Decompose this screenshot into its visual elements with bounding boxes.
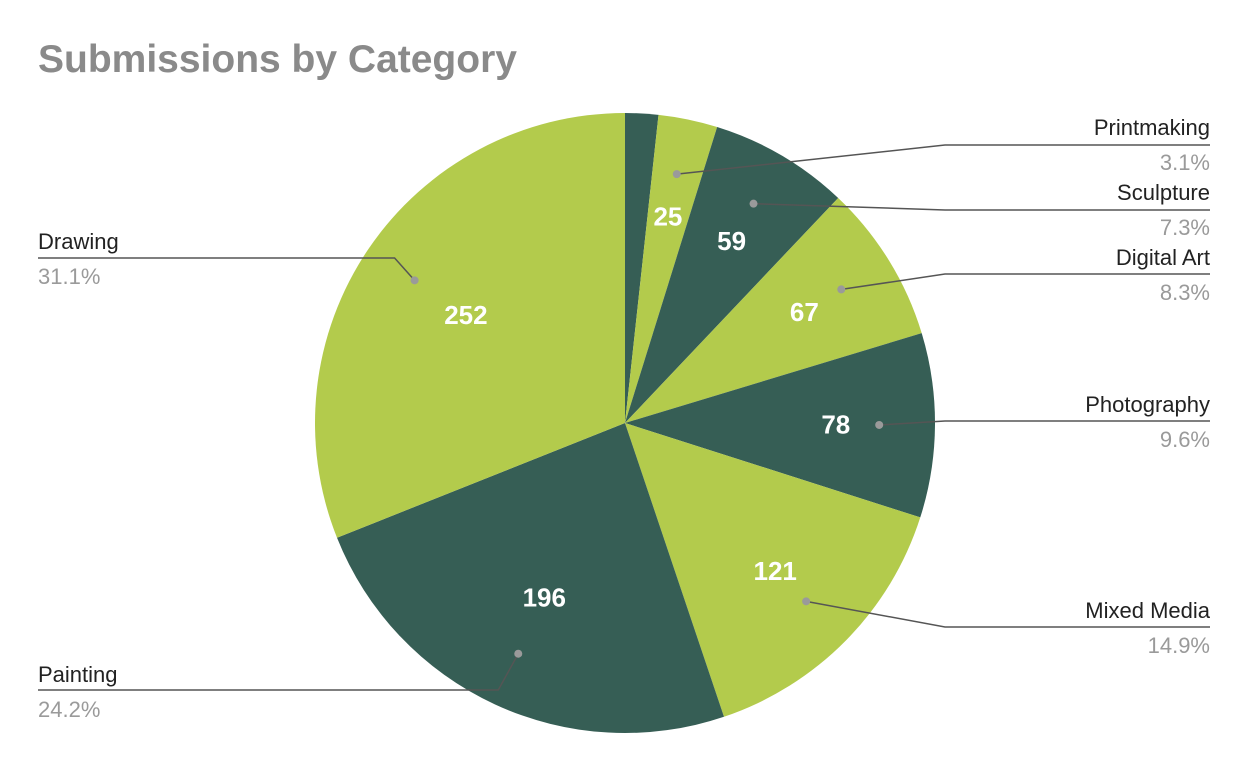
pie-slice-unlabeled: [625, 113, 659, 423]
category-annotations: Printmaking 3.1% Sculpture 7.3% Digital Art 8…: [38, 115, 1211, 722]
slice-value-label-printmaking: 25: [653, 202, 682, 232]
leader-dot-printmaking: [672, 170, 681, 179]
slice-value-label-painting: 196: [523, 582, 566, 612]
pie-slices: [314, 112, 935, 733]
leader-line-painting: [38, 653, 519, 691]
slice-value-labels: 25 59 67 78 121 196 252: [444, 202, 850, 613]
category-percent-digital-art: 8.3%: [1160, 280, 1210, 305]
pie-slice-photography: [625, 333, 935, 518]
slice-value-label-mixed-media: 121: [754, 556, 797, 586]
leader-line-photography: [879, 420, 1210, 426]
category-percent-sculpture: 7.3%: [1160, 215, 1210, 240]
chart-title: Submissions by Category: [38, 38, 517, 81]
leader-line-mixed-media: [805, 600, 1210, 628]
category-name-sculpture: Sculpture: [1117, 180, 1210, 205]
leader-dot-painting: [514, 649, 523, 658]
category-percent-photography: 9.6%: [1160, 427, 1210, 452]
slice-value-label-drawing: 252: [444, 300, 487, 330]
leader-line-printmaking: [676, 144, 1210, 175]
category-name-digital-art: Digital Art: [1116, 245, 1210, 270]
leader-dot-digital-art: [837, 285, 846, 294]
slice-value-label-photography: 78: [821, 410, 850, 440]
leader-line-drawing: [38, 257, 416, 281]
category-name-painting: Painting: [38, 662, 118, 687]
pie-slice-mixed-media: [625, 423, 921, 717]
pie-slice-drawing: [314, 112, 625, 538]
category-name-printmaking: Printmaking: [1094, 115, 1210, 140]
leader-dot-photography: [875, 420, 884, 429]
slice-value-label-sculpture: 59: [717, 226, 746, 256]
leader-dot-mixed-media: [802, 597, 811, 606]
pie-slice-printmaking: [625, 114, 718, 423]
category-percent-mixed-media: 14.9%: [1148, 633, 1210, 658]
leader-dot-drawing: [410, 276, 419, 285]
slice-value-label-digital-art: 67: [790, 297, 819, 327]
category-percent-drawing: 31.1%: [38, 264, 100, 289]
category-name-photography: Photography: [1085, 392, 1210, 417]
category-name-drawing: Drawing: [38, 229, 119, 254]
pie-slice-digital-art: [625, 197, 922, 423]
category-percent-painting: 24.2%: [38, 697, 100, 722]
leader-dot-sculpture: [749, 199, 758, 208]
category-name-mixed-media: Mixed Media: [1085, 598, 1210, 623]
leader-line-sculpture: [753, 202, 1210, 211]
leader-line-digital-art: [841, 273, 1210, 291]
pie-slice-sculpture: [625, 127, 839, 423]
category-percent-printmaking: 3.1%: [1160, 150, 1210, 175]
pie-slice-painting: [337, 423, 724, 733]
